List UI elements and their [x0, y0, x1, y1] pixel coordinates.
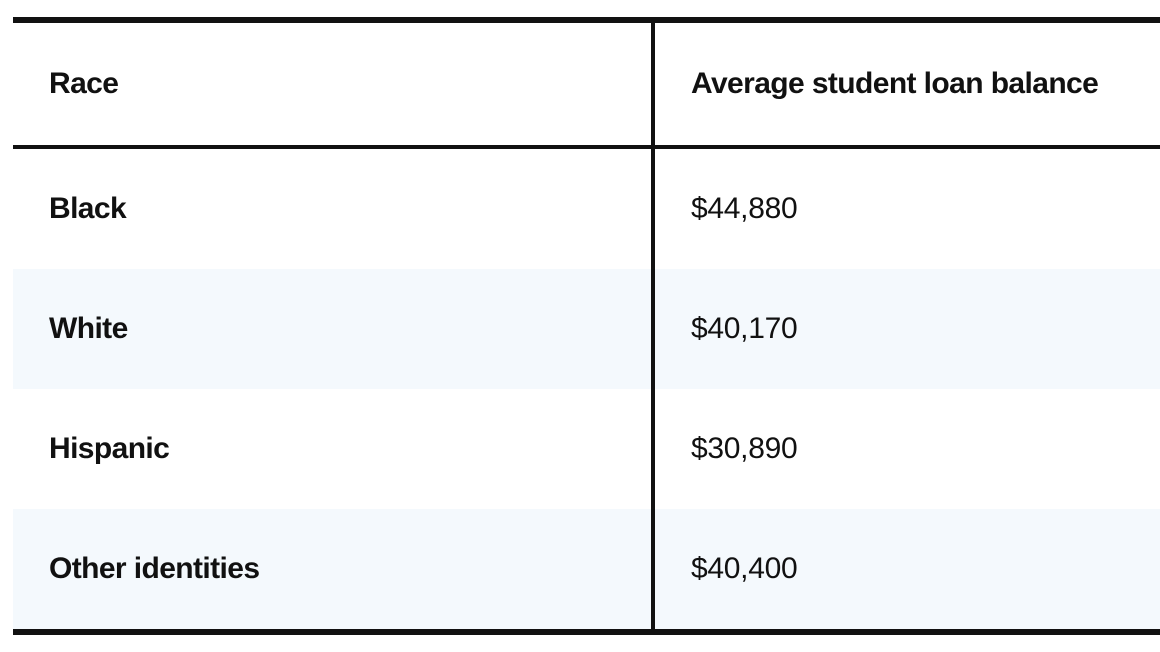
- student-loan-table-container: Race Average student loan balance Black …: [13, 17, 1160, 635]
- header-row: Race Average student loan balance: [13, 20, 1160, 149]
- table-row: White $40,170: [13, 269, 1160, 389]
- header-average-balance: Average student loan balance: [651, 20, 1160, 149]
- table-row: Hispanic $30,890: [13, 389, 1160, 509]
- table-row: Other identities $40,400: [13, 509, 1160, 632]
- table-row: Black $44,880: [13, 147, 1160, 269]
- race-cell: Hispanic: [13, 389, 653, 509]
- race-cell: Other identities: [13, 509, 653, 632]
- student-loan-by-race-table: Race Average student loan balance Black …: [13, 17, 1160, 635]
- race-cell: Black: [13, 147, 653, 269]
- race-cell: White: [13, 269, 653, 389]
- balance-cell: $40,170: [651, 269, 1160, 389]
- balance-cell: $40,400: [651, 509, 1160, 632]
- table-body: Black $44,880 White $40,170 Hispanic $30…: [13, 147, 1160, 632]
- header-race: Race: [13, 20, 653, 149]
- table-header: Race Average student loan balance: [13, 20, 1160, 149]
- balance-cell: $44,880: [651, 147, 1160, 269]
- balance-cell: $30,890: [651, 389, 1160, 509]
